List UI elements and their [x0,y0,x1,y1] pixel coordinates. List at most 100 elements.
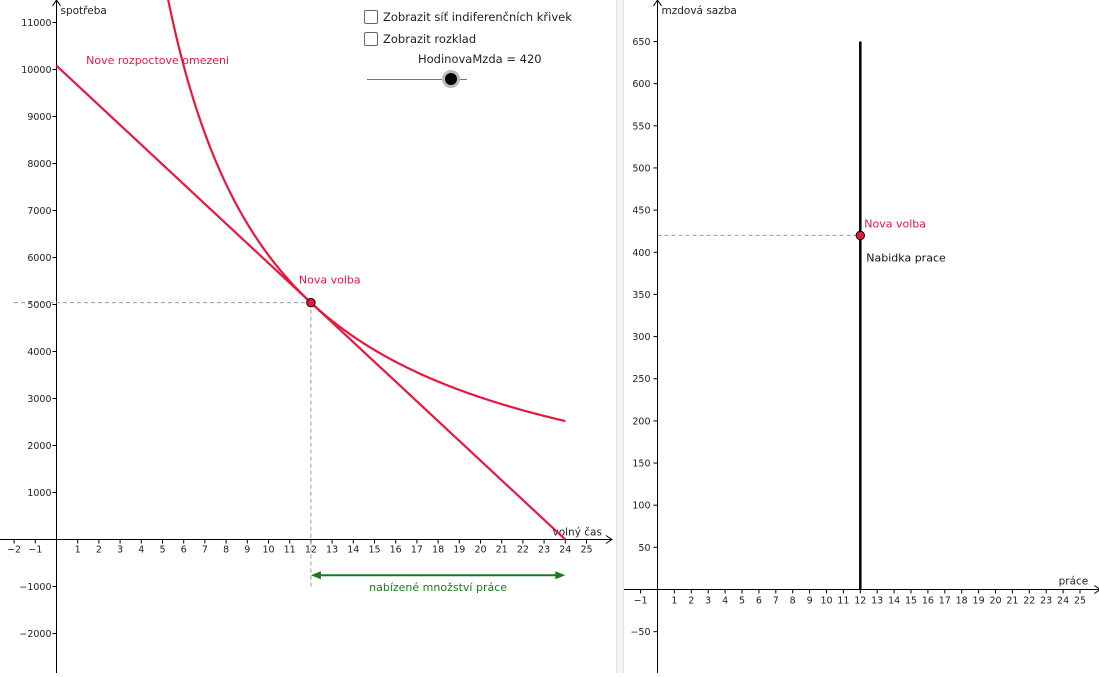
x-tick-label: 25 [580,545,592,556]
y-tick-label: 8000 [27,159,51,170]
wage-slider-track[interactable] [367,79,467,80]
decomposition-control[interactable]: Zobrazit rozklad [364,32,476,46]
y-tick-label: 11000 [21,18,51,29]
y-tick-label: 9000 [27,112,51,123]
left-graphics-view[interactable]: −2 −1 1 2 3 4 5 6 7 8 9 10 11 12 13 14 15 16 17 18 19 20 21 22 2… [0,0,616,676]
y-tick-label: 10000 [21,65,51,76]
x-tick-label: −1 [28,545,42,556]
x-tick-label: 18 [956,596,968,607]
x-tick-label: 22 [1023,596,1035,607]
x-tick-label: 4 [722,596,728,607]
decomposition-checkbox-label: Zobrazit rozklad [383,32,477,46]
x-tick-label: 19 [973,596,985,607]
labor-supply-chart: −1 1 2 3 4 5 6 7 8 9 10 11 12 13 14 15 16 17 18 19 20 21 22 23 2… [624,0,1099,674]
x-tick-label: 5 [739,596,745,607]
x-tick-label: 19 [453,545,465,556]
x-tick-label: −1 [634,596,648,607]
decomposition-checkbox[interactable] [364,32,378,46]
y-tick-label: −1000 [19,582,51,593]
x-tick-label: 15 [905,596,917,607]
wage-slider-name: HodinovaMzda [418,52,503,66]
right-graphics-view[interactable]: −1 1 2 3 4 5 6 7 8 9 10 11 12 13 14 15 16 17 18 19 20 21 22 23 2… [624,0,1099,674]
labor-arrow-head-right [555,571,566,580]
x-axis-arrowhead [605,535,613,544]
labor-arrow-head-left [310,571,321,580]
x-tick-label: 17 [411,545,423,556]
x-tick-label: 25 [1074,596,1086,607]
y-tick-label: 550 [632,121,650,132]
x-tick-label: 13 [871,596,883,607]
choice-point-label: Nova volba [299,274,361,287]
x-tick-label: 2 [96,545,102,556]
x-axis-label: volný čas [552,527,601,539]
x-tick-label: 10 [262,545,274,556]
x-tick-label: 6 [181,545,187,556]
y-tick-label: 50 [638,543,650,554]
x-tick-label: 7 [202,545,208,556]
x-tick-label: 2 [688,596,694,607]
indifference-curve [167,0,566,423]
y-tick-label: 350 [632,290,650,301]
x-tick-label: 21 [1006,596,1018,607]
x-axis-arrowhead [1094,585,1099,594]
x-tick-label: 9 [244,545,250,556]
y-tick-label: −50 [630,627,650,638]
x-tick-label: 22 [517,545,529,556]
x-tick-label: 14 [888,596,900,607]
y-tick-label: 3000 [27,394,51,405]
choice-point-label: Nova volba [864,217,926,230]
y-axis-arrowhead [52,0,61,7]
x-tick-label: 15 [368,545,380,556]
x-tick-label: 24 [1057,596,1069,607]
leisure-consumption-chart: −2 −1 1 2 3 4 5 6 7 8 9 10 11 12 13 14 15 16 17 18 19 20 21 22 2… [0,0,613,676]
x-tick-label: 16 [390,545,402,556]
x-tick-label: 4 [138,545,144,556]
x-tick-label: 6 [756,596,762,607]
y-tick-label: 500 [632,163,650,174]
x-tick-label: 18 [432,545,444,556]
y-tick-label: 5000 [27,300,51,311]
indifference-grid-checkbox-label: Zobrazit síť indiferenčních křivek [383,10,572,24]
y-tick-label: 200 [632,416,650,427]
y-tick-label: 250 [632,374,650,385]
wage-slider-label: HodinovaMzda = 420 [418,52,542,66]
x-tick-label: 20 [989,596,1001,607]
y-tick-label: 300 [632,332,650,343]
y-axis-label: mzdová sazba [662,5,737,17]
x-tick-label: 8 [790,596,796,607]
x-tick-label: −2 [7,545,21,556]
x-tick-label: 21 [496,545,508,556]
y-tick-label: 4000 [27,347,51,358]
x-axis-label: práce [1059,576,1089,588]
x-tick-label: 23 [1040,596,1052,607]
x-tick-label: 9 [807,596,813,607]
x-tick-label: 1 [671,596,677,607]
labor-supply-label: Nabidka prace [866,251,946,264]
x-tick-label: 16 [922,596,934,607]
y-axis-arrowhead [653,0,662,7]
x-tick-label: 7 [773,596,779,607]
y-tick-label: 2000 [27,441,51,452]
y-tick-label: 1000 [27,488,51,499]
x-tick-label: 3 [705,596,711,607]
x-tick-label: 5 [159,545,165,556]
y-tick-label: 600 [632,79,650,90]
indifference-grid-checkbox[interactable] [364,10,378,24]
x-tick-label: 20 [474,545,486,556]
y-tick-label: 650 [632,37,650,48]
wage-slider-value: 420 [519,52,542,66]
x-tick-label: 14 [347,545,359,556]
choice-point [855,230,866,241]
indifference-grid-control[interactable]: Zobrazit síť indiferenčních křivek [364,10,572,24]
y-tick-label: 6000 [27,253,51,264]
wage-slider-knob[interactable] [445,73,457,85]
x-tick-label: 12 [854,596,866,607]
y-tick-label: 100 [632,501,650,512]
choice-point [306,297,316,308]
x-tick-label: 11 [284,545,296,556]
labor-arrow-label: nabízené množství práce [369,581,507,594]
x-tick-label: 8 [223,545,229,556]
x-tick-label: 17 [939,596,951,607]
panel-divider[interactable] [616,0,624,673]
y-tick-label: 400 [632,248,650,259]
